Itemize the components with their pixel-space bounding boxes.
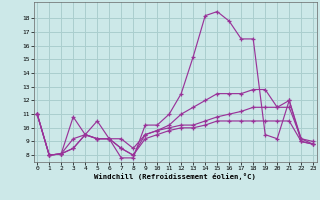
X-axis label: Windchill (Refroidissement éolien,°C): Windchill (Refroidissement éolien,°C) [94,173,256,180]
